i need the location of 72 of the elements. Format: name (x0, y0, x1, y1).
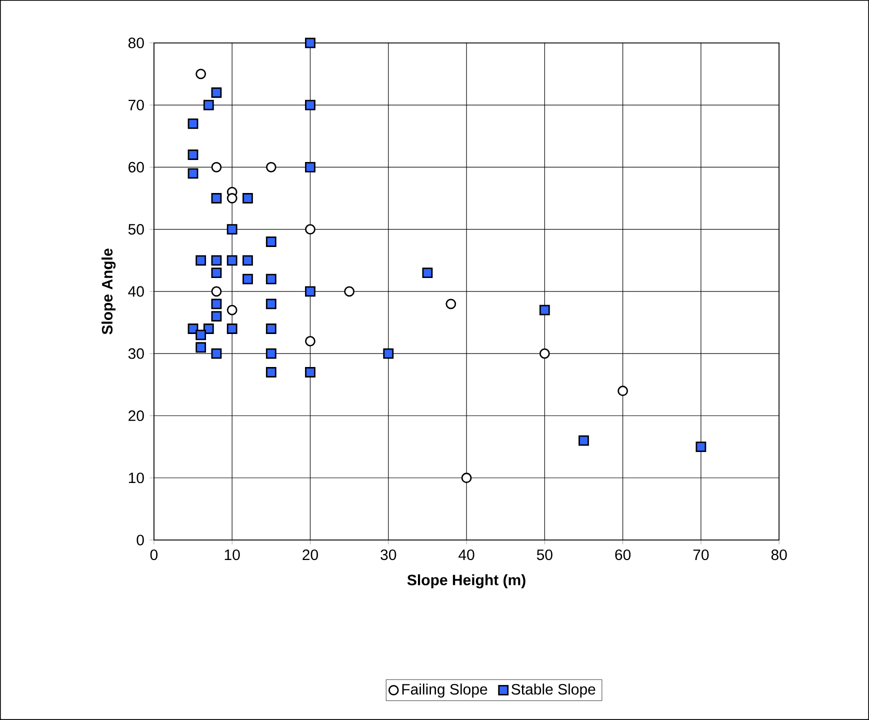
point (226, 304, 238, 316)
point (242, 255, 253, 266)
x-tick-label: 30 (380, 549, 396, 560)
point (266, 274, 276, 284)
point (196, 255, 206, 266)
x-axis-title: Slope Height (m) (407, 574, 526, 588)
point (226, 324, 238, 334)
point (305, 224, 316, 235)
x-tick-label: 40 (458, 549, 474, 560)
point (211, 311, 222, 322)
point (305, 286, 316, 297)
point (696, 442, 706, 452)
point (203, 100, 214, 110)
point (226, 224, 238, 235)
point (305, 162, 316, 172)
legend-label: Failing Slope (402, 684, 488, 698)
y-tick-label: 70 (128, 100, 144, 110)
point (305, 100, 316, 110)
y-tick-label: 20 (128, 410, 144, 422)
point (211, 286, 222, 297)
point (196, 342, 206, 353)
point (305, 336, 316, 346)
point (211, 268, 222, 278)
point (188, 150, 198, 160)
y-tick-label: 80 (128, 38, 144, 48)
point (226, 193, 238, 204)
point (211, 193, 222, 204)
point (539, 304, 550, 316)
point (242, 274, 253, 284)
x-tick-label: 10 (224, 549, 240, 560)
point (305, 38, 316, 48)
y-tick-label: 0 (136, 534, 144, 546)
point (539, 348, 550, 359)
point (266, 162, 276, 172)
point (422, 268, 433, 278)
legend-label: Stable Slope (512, 684, 596, 698)
point (446, 298, 456, 310)
x-tick-label: 20 (302, 549, 318, 560)
x-tick-label: 50 (536, 549, 552, 560)
point (211, 162, 222, 172)
x-tick-label: 70 (693, 549, 709, 560)
point (211, 298, 222, 310)
point (242, 193, 253, 204)
point (188, 168, 198, 179)
y-tick-label: 50 (128, 224, 144, 235)
point (461, 472, 472, 484)
point (266, 367, 276, 378)
point (226, 255, 238, 266)
point (266, 348, 276, 359)
y-tick-label: 40 (128, 286, 144, 297)
x-tick-label: 0 (150, 549, 158, 560)
point (211, 87, 222, 98)
y-axis-title: Slope Angle (102, 248, 116, 334)
point (188, 118, 198, 129)
point (305, 367, 316, 378)
x-tick-label: 60 (615, 549, 631, 560)
point (266, 324, 276, 334)
point (196, 330, 206, 340)
y-tick-label: 30 (128, 348, 144, 359)
y-tick-label: 10 (128, 472, 144, 484)
point (211, 348, 222, 359)
point (211, 255, 222, 266)
point (266, 236, 276, 247)
y-tick-label: 60 (128, 162, 144, 173)
point (196, 68, 206, 80)
point (383, 348, 394, 359)
point (203, 324, 214, 334)
point (578, 435, 589, 446)
point (618, 386, 628, 396)
point (266, 298, 276, 310)
x-tick-label: 80 (771, 549, 787, 560)
point (344, 286, 354, 297)
